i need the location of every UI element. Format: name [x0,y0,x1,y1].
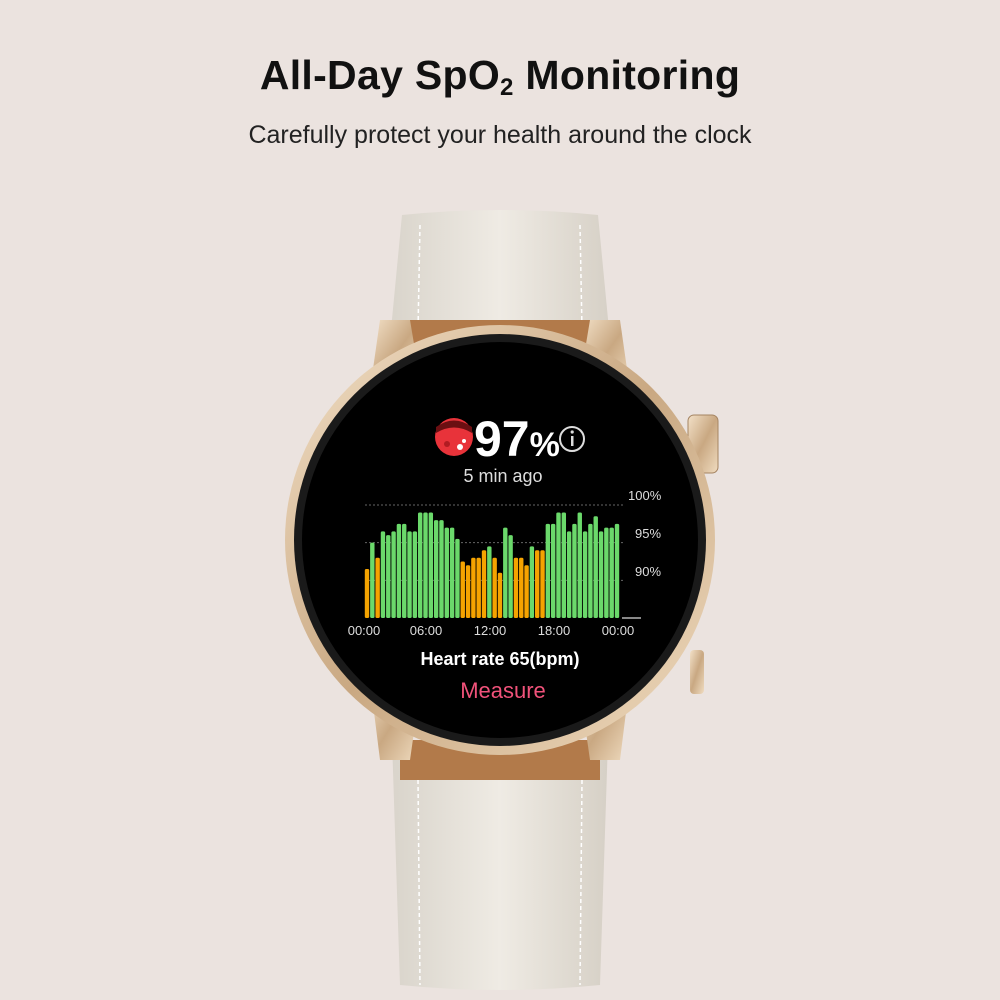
spo2-bar [375,557,380,618]
spo2-bar [519,557,524,618]
spo2-bar [370,542,375,618]
spo2-bar [449,527,455,618]
spo2-bar [439,520,444,618]
page-subtitle: Carefully protect your health around the… [248,121,752,149]
spo2-bar [386,535,391,618]
spo2-bar [391,531,396,618]
y-tick-label: 90% [635,564,662,579]
spo2-bar [471,557,476,618]
spo2-bar [396,523,402,618]
x-tick-label: 06:00 [409,623,443,638]
top-strap [390,210,610,340]
spo2-bar [380,531,386,618]
y-tick-label: 100% [628,488,662,503]
bottom-strap [392,740,608,990]
x-tick-label: 00:00 [347,623,381,638]
spo2-bar [481,550,487,618]
spo2-bar [433,520,439,618]
spo2-bar [503,527,508,618]
spo2-bar [604,527,609,618]
heart-rate: Heart rate 65(bpm) [420,649,580,669]
spo2-bar [508,535,513,618]
spo2-bar [428,512,434,618]
spo2-bar [364,569,370,618]
watch-screen [302,342,698,738]
spo2-bar [556,512,561,618]
measure-button[interactable]: Measure [460,678,546,703]
spo2-bar [412,531,418,618]
x-tick-label: 00:00 [601,623,635,638]
spo2-bar [492,557,497,618]
page-title: All-Day SpO2 Monitoring [259,52,741,101]
spo2-bar [566,531,572,618]
spo2-bar [609,527,614,618]
spo2-bar [465,565,471,618]
spo2-bar [529,546,535,618]
spo2-bar [444,527,449,618]
info-icon [559,426,585,452]
spo2-bar [545,523,551,618]
spo2-reading: 97% [474,411,560,467]
spo2-bar [497,572,503,618]
spo2-bar [561,512,567,618]
spo2-bar [550,523,556,618]
x-tick-label: 18:00 [537,623,571,638]
spo2-bar [476,557,481,618]
spo2-bar [402,523,407,618]
spo2-bar [460,561,465,618]
spo2-bar [614,523,620,618]
spo2-bar [535,550,540,618]
spo2-bar [598,531,604,618]
spo2-bar [513,557,519,618]
blood-oxygen-icon [435,418,473,456]
spo2-bar [455,538,460,618]
spo2-bar [487,546,492,618]
side-button [690,650,704,694]
spo2-bar [407,531,412,618]
spo2-bar [524,565,529,618]
spo2-bar [588,523,593,618]
spo2-bar [417,512,423,618]
y-tick-label: 95% [635,526,662,541]
spo2-bar [540,550,545,618]
spo2-bar [423,512,428,618]
last-measured-time: 5 min ago [463,466,543,486]
spo2-bar [572,523,577,618]
spo2-bar [582,531,588,618]
x-tick-label: 12:00 [473,623,507,638]
spo2-bar [593,516,598,618]
spo2-bar [577,512,582,618]
